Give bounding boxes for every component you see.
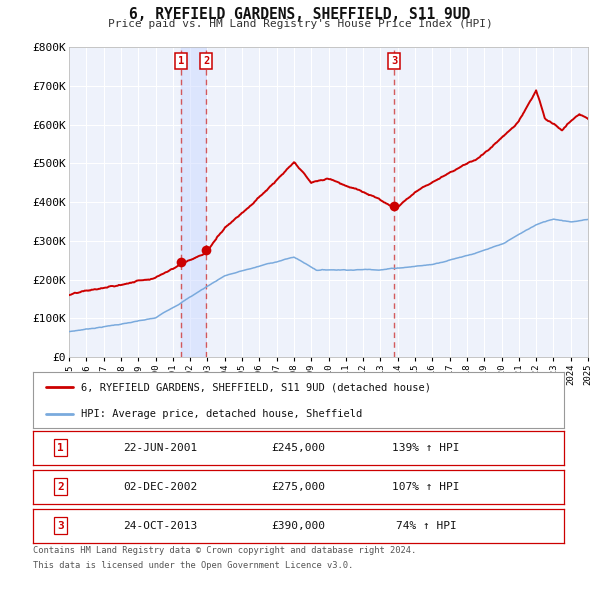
- Text: 02-DEC-2002: 02-DEC-2002: [124, 482, 197, 491]
- Text: 1: 1: [178, 56, 184, 66]
- Text: This data is licensed under the Open Government Licence v3.0.: This data is licensed under the Open Gov…: [33, 560, 353, 569]
- Text: £275,000: £275,000: [271, 482, 325, 491]
- Bar: [181, 47, 206, 357]
- Text: 74% ↑ HPI: 74% ↑ HPI: [395, 521, 457, 530]
- Text: Contains HM Land Registry data © Crown copyright and database right 2024.: Contains HM Land Registry data © Crown c…: [33, 546, 416, 555]
- Text: Price paid vs. HM Land Registry's House Price Index (HPI): Price paid vs. HM Land Registry's House …: [107, 19, 493, 29]
- Text: 3: 3: [57, 521, 64, 530]
- Text: 3: 3: [391, 56, 398, 66]
- Text: 22-JUN-2001: 22-JUN-2001: [124, 443, 197, 453]
- Text: 24-OCT-2013: 24-OCT-2013: [124, 521, 197, 530]
- Text: 139% ↑ HPI: 139% ↑ HPI: [392, 443, 460, 453]
- Text: 2: 2: [57, 482, 64, 491]
- Text: £390,000: £390,000: [271, 521, 325, 530]
- Text: 6, RYEFIELD GARDENS, SHEFFIELD, S11 9UD (detached house): 6, RYEFIELD GARDENS, SHEFFIELD, S11 9UD …: [81, 382, 431, 392]
- Text: 1: 1: [57, 443, 64, 453]
- Text: 107% ↑ HPI: 107% ↑ HPI: [392, 482, 460, 491]
- Text: £245,000: £245,000: [271, 443, 325, 453]
- Text: HPI: Average price, detached house, Sheffield: HPI: Average price, detached house, Shef…: [81, 409, 362, 419]
- Text: 6, RYEFIELD GARDENS, SHEFFIELD, S11 9UD: 6, RYEFIELD GARDENS, SHEFFIELD, S11 9UD: [130, 7, 470, 22]
- Text: 2: 2: [203, 56, 209, 66]
